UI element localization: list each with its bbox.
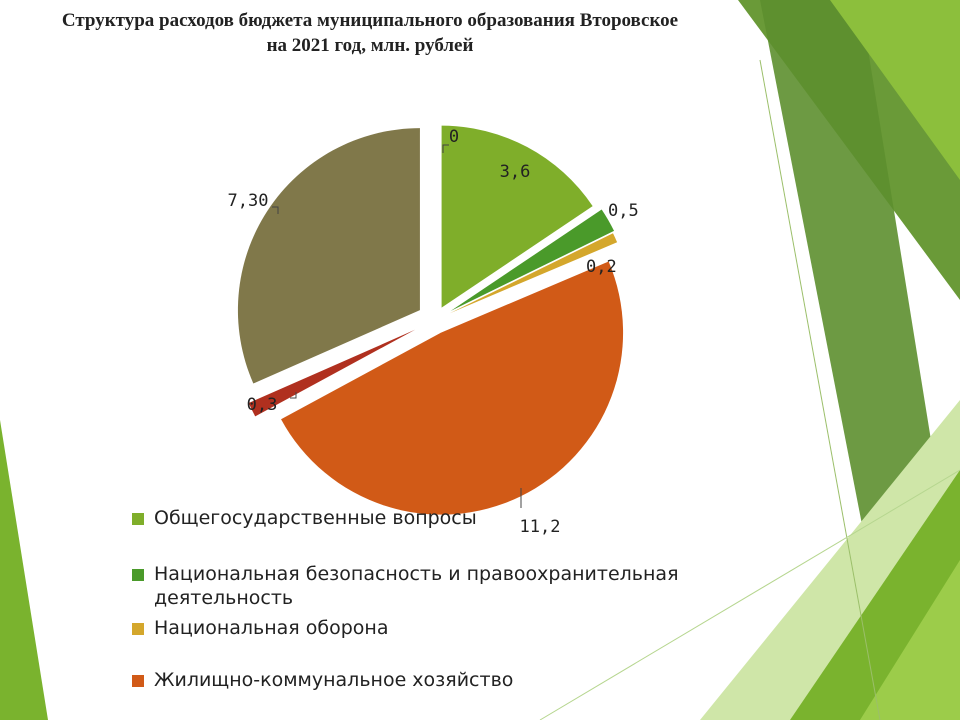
legend-item-defense: Национальная оборона <box>132 616 734 640</box>
legend-item-security: Национальная безопасность и правоохранит… <box>132 562 734 610</box>
data-label-3: 11,2 <box>520 517 561 537</box>
leader-line-03 <box>290 392 297 399</box>
thin-line-2 <box>539 469 960 720</box>
legend-swatch-housing <box>132 675 144 687</box>
data-label-4: 0,3 <box>247 395 278 415</box>
leader-line-730 <box>272 206 279 214</box>
legend-swatch-security <box>132 569 144 581</box>
legend-label-security: Национальная безопасность и правоохранит… <box>154 563 679 609</box>
data-label-5: 7,30 <box>228 191 269 211</box>
legend-label-housing: Жилищно-коммунальное хозяйство <box>154 669 514 691</box>
light-green-band <box>830 0 960 180</box>
legend-item-general: Общегосударственные вопросы <box>132 506 734 530</box>
bright-green-shape <box>860 560 960 720</box>
data-label-6: 0 <box>449 127 459 147</box>
legend-swatch-general <box>132 513 144 525</box>
legend-label-general: Общегосударственные вопросы <box>154 507 477 529</box>
leader-line-0 <box>442 144 449 153</box>
data-label-1: 0,5 <box>608 201 639 221</box>
data-label-2: 0,2 <box>586 257 617 277</box>
chart-title: Структура расходов бюджета муниципальног… <box>0 8 740 58</box>
pie-slice-4 <box>248 329 416 417</box>
pie-slice-3 <box>281 261 624 515</box>
chart-title-line-1: Структура расходов бюджета муниципальног… <box>61 10 679 31</box>
pie-slice-2 <box>449 233 618 314</box>
legend-swatch-defense <box>132 623 144 635</box>
thin-line-1 <box>759 59 881 720</box>
left-green-sliver <box>0 420 48 720</box>
pie-slice-5 <box>237 128 420 384</box>
pie-slice-0 <box>441 125 593 308</box>
legend-label-defense: Национальная оборона <box>154 617 389 639</box>
pie-slice-1 <box>450 209 615 311</box>
chart-title-line-2: на 2021 год, млн. рублей <box>266 35 474 56</box>
legend-item-housing: Жилищно-коммунальное хозяйство <box>132 668 734 692</box>
data-label-0: 3,6 <box>500 162 531 182</box>
